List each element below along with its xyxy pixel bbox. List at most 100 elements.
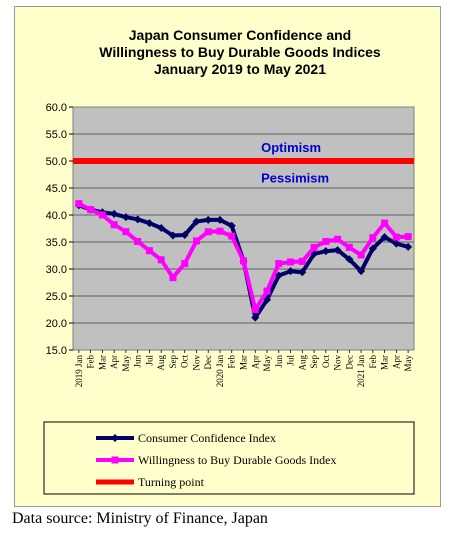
data-point-durable-goods xyxy=(345,243,353,251)
x-tick-label: Apr xyxy=(391,355,401,369)
y-tick-label: 25.0 xyxy=(46,291,67,303)
data-point-consumer-confidence xyxy=(404,242,413,251)
x-tick-label: Feb xyxy=(86,355,96,369)
legend-marker xyxy=(111,456,119,464)
legend-label: Turning point xyxy=(138,475,205,489)
x-tick-label: Feb xyxy=(368,355,378,369)
x-tick-label: Jul xyxy=(286,355,296,366)
data-point-durable-goods xyxy=(251,306,259,313)
data-point-durable-goods xyxy=(122,228,130,236)
data-point-consumer-confidence xyxy=(298,268,307,277)
data-point-durable-goods xyxy=(110,221,118,229)
x-tick-label: Apr xyxy=(250,355,260,369)
x-tick-label: Sep xyxy=(168,355,178,369)
x-tick-label: May xyxy=(121,355,131,372)
x-tick-label: Aug xyxy=(297,355,307,371)
x-axis: 2019 Jan Feb Mar Apr May Jun Jul Aug Sep Oct Nov De… xyxy=(74,350,413,387)
title-line: Japan Consumer Confidence and xyxy=(129,27,351,43)
legend-marker xyxy=(111,434,119,442)
data-point-consumer-confidence xyxy=(215,215,224,224)
y-axis: 60.0 55.0 50.0 45.0 40.0 35.0 30.0 25.0 20.0 15.0 xyxy=(46,102,73,357)
y-tick-label: 60.0 xyxy=(46,102,67,114)
data-point-durable-goods xyxy=(134,237,142,245)
title-line: Willingness to Buy Durable Goods Indices xyxy=(99,44,381,60)
x-tick-label: Aug xyxy=(156,355,166,371)
data-point-consumer-confidence xyxy=(392,239,401,248)
x-tick-label: Dec xyxy=(344,355,354,370)
data-point-durable-goods xyxy=(322,237,330,245)
x-tick-label: Nov xyxy=(191,355,201,371)
data-point-durable-goods xyxy=(228,232,236,240)
data-point-durable-goods xyxy=(298,257,306,265)
title-line: January 2019 to May 2021 xyxy=(154,61,326,77)
data-point-consumer-confidence xyxy=(227,221,236,230)
y-tick-label: 35.0 xyxy=(46,237,67,249)
annotation-label: Pessimism xyxy=(261,170,329,185)
x-tick-label: Oct xyxy=(321,355,331,368)
data-point-durable-goods xyxy=(216,227,224,235)
x-tick-label: Apr xyxy=(109,355,119,369)
data-point-durable-goods xyxy=(392,233,400,241)
data-point-durable-goods xyxy=(381,219,389,227)
data-point-consumer-confidence xyxy=(345,255,354,264)
data-point-consumer-confidence xyxy=(121,213,130,222)
data-point-consumer-confidence xyxy=(168,231,177,240)
annotation-label: Optimism xyxy=(261,140,321,155)
data-point-durable-goods xyxy=(157,256,165,264)
x-tick-label: Mar xyxy=(239,355,249,370)
data-point-durable-goods xyxy=(181,260,189,268)
x-tick-label: Mar xyxy=(380,355,390,370)
series-lines xyxy=(73,158,414,322)
x-tick-label: 2019 Jan xyxy=(74,355,84,388)
data-point-consumer-confidence xyxy=(133,215,142,224)
data-point-durable-goods xyxy=(369,234,377,242)
legend-label: Consumer Confidence Index xyxy=(138,431,276,445)
x-tick-label: May xyxy=(403,355,413,372)
data-point-durable-goods xyxy=(334,235,342,243)
x-tick-label: Feb xyxy=(227,355,237,369)
data-point-durable-goods xyxy=(275,260,283,268)
y-tick-label: 20.0 xyxy=(46,318,67,330)
y-tick-label: 55.0 xyxy=(46,129,67,141)
x-tick-label: 2021 Jan xyxy=(356,355,366,388)
y-tick-label: 30.0 xyxy=(46,264,67,276)
data-point-durable-goods xyxy=(169,274,177,282)
data-point-consumer-confidence xyxy=(321,247,330,256)
y-tick-label: 15.0 xyxy=(46,345,67,357)
data-point-consumer-confidence xyxy=(145,219,154,228)
plot-area xyxy=(72,106,415,351)
y-tick-label: 45.0 xyxy=(46,183,67,195)
data-point-consumer-confidence xyxy=(251,313,260,322)
x-tick-label: Nov xyxy=(333,355,343,371)
chart-title: Japan Consumer Confidence andWillingness… xyxy=(99,27,381,77)
data-point-durable-goods xyxy=(98,211,106,219)
data-point-consumer-confidence xyxy=(333,246,342,255)
data-point-consumer-confidence xyxy=(110,209,119,218)
data-point-durable-goods xyxy=(192,237,200,245)
legend: Consumer Confidence Index Willingness to … xyxy=(43,421,415,495)
data-point-consumer-confidence xyxy=(192,217,201,226)
data-point-durable-goods xyxy=(75,200,83,208)
x-tick-label: 2020 Jan xyxy=(215,355,225,388)
annotations: Optimism Pessimism xyxy=(261,140,329,185)
x-tick-label: Jun xyxy=(133,355,143,368)
data-point-durable-goods xyxy=(404,233,412,241)
data-point-consumer-confidence xyxy=(286,267,295,276)
data-point-consumer-confidence xyxy=(380,233,389,242)
x-tick-label: May xyxy=(262,355,272,372)
data-point-consumer-confidence xyxy=(357,267,366,276)
x-tick-label: Jun xyxy=(274,355,284,368)
data-point-durable-goods xyxy=(240,257,247,265)
y-tick-label: 40.0 xyxy=(46,210,67,222)
data-point-consumer-confidence xyxy=(274,271,283,280)
x-tick-label: Sep xyxy=(309,355,319,369)
data-source-caption: Data source: Ministry of Finance, Japan xyxy=(12,510,268,527)
data-point-consumer-confidence xyxy=(204,215,213,224)
data-point-durable-goods xyxy=(204,228,212,236)
data-point-durable-goods xyxy=(357,251,365,259)
data-point-durable-goods xyxy=(310,243,318,251)
data-point-durable-goods xyxy=(145,247,153,255)
x-tick-label: Mar xyxy=(97,355,107,370)
data-point-durable-goods xyxy=(87,206,95,214)
